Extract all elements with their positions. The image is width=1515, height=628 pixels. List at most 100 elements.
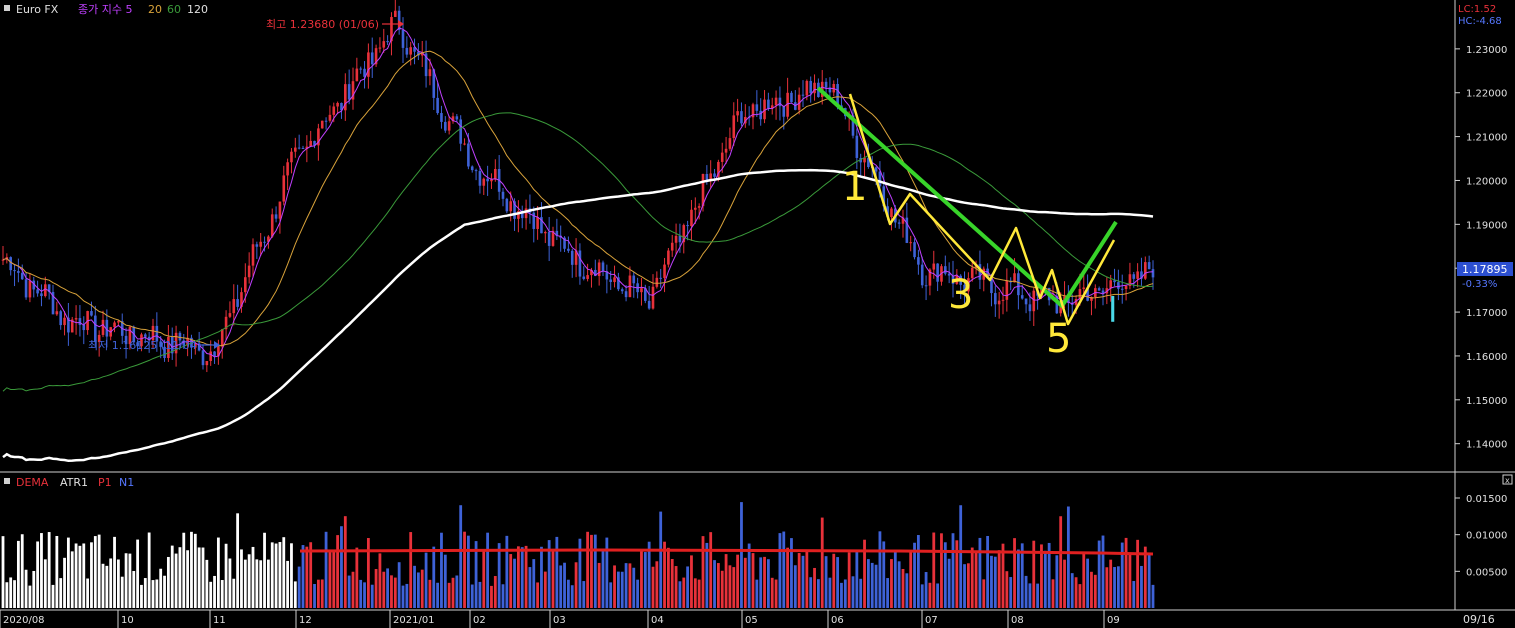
candle-body [463,143,466,145]
candle-body [536,217,539,229]
atr-bar [790,538,793,608]
atr-bar [397,562,401,608]
candle-body [232,299,236,314]
wave-label-1: 1 [842,164,867,210]
time-tick-label: 03 [553,615,566,626]
candle-body [874,167,878,172]
atr-bar [1101,535,1105,608]
candle-body [544,232,547,234]
candle-body [236,299,239,307]
candle-body [670,242,674,251]
candle-body [474,170,478,172]
atr-bar [863,539,866,608]
atr-bar [847,552,851,608]
candle-body [286,162,289,176]
candle-body [697,206,701,208]
atr-bar [78,545,82,608]
atr-bar [947,558,951,608]
atr-bar [609,582,613,608]
atr-bar [13,580,16,608]
atr-bar [328,552,332,608]
candle-body [290,151,293,163]
atr-bar [140,584,143,608]
atr-bar [66,537,70,608]
candle-body [151,325,155,341]
pane-close-icon[interactable] [1502,474,1513,485]
atr-bar [266,559,270,608]
candle-body [690,209,693,226]
atr-bar [751,553,755,608]
candle-body [124,335,128,345]
atr-bar [1040,544,1043,608]
atr-bar [466,535,470,608]
candle-body [1147,262,1151,270]
candle-body [274,214,278,219]
atr-bar [9,577,13,608]
candle-body [540,217,543,234]
atr-bars [1,502,1155,608]
atr-bar [240,549,243,608]
candle-body [863,157,866,163]
atr-bar [47,532,51,608]
atr-bar [490,585,493,608]
candle-body [644,288,647,301]
candle-body [567,248,570,251]
atr-bar [382,571,386,608]
atr-bar [478,581,482,608]
atr-bar [663,541,666,608]
atr-bar [278,542,282,608]
atr-bar [836,557,840,608]
time-tick-label: 10 [121,615,134,626]
atr-bar [978,537,982,608]
atr-bar [701,536,705,608]
atr-bar [1059,516,1063,608]
atr-bar [36,541,40,608]
atr-bar [63,557,66,608]
atr-bar [640,549,643,608]
atr-bar [682,577,686,608]
atr-bar [170,545,174,608]
candle-body [494,168,497,180]
candle-body [897,222,901,224]
candle-body [336,102,339,107]
atr-bar [809,577,813,608]
atr-bar [343,516,347,608]
atr-bar [40,533,43,608]
ma120-label: 120 [187,3,208,16]
candle-body [320,120,324,129]
atr-bar [451,577,455,608]
candle-body [928,269,932,286]
candle-body [347,84,351,100]
atr-bar [1066,506,1070,608]
candle-body [709,173,712,180]
candle-body [570,250,574,265]
candle-body [613,277,616,283]
atr-bar [805,550,809,608]
candle-body [390,16,393,42]
atr-bar [932,532,936,608]
atr-bar [174,553,178,608]
atr-bar [632,567,636,608]
atr-axis: 0.01500 0.01000 0.00500 [1455,494,1507,578]
atr-bar [920,584,924,608]
candle-body [386,41,389,43]
atr-bar [59,578,63,608]
atr-bar [1128,553,1132,608]
candle-body [455,116,459,120]
candle-body [1,259,5,261]
atr-bar [732,567,736,608]
atr-bar [232,578,236,608]
candle-body [947,273,951,276]
candle-body [367,52,370,77]
atr-bar [228,558,232,608]
atr-bar [1070,573,1074,608]
candle-body [155,325,159,342]
candle-body [417,51,420,56]
atr-bar [716,563,720,608]
candle-body [428,69,432,77]
yellow-wave-annotation [848,93,1116,326]
atr-bar [970,547,974,608]
atr-bar [151,580,155,608]
atr-bar [540,546,543,608]
candle-body [913,242,916,258]
